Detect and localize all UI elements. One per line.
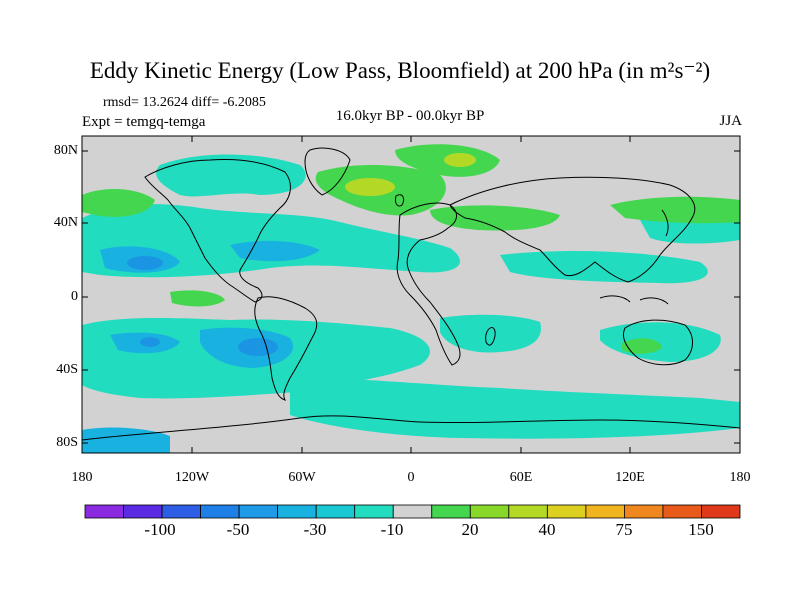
lat-tick-80s: 80S [56, 435, 78, 450]
lon-tick-60w: 60W [288, 470, 316, 485]
colorbar-label-150: 150 [688, 520, 714, 539]
stats-label: rmsd= 13.2624 diff= -6.2085 [103, 95, 266, 110]
map-plot-area [82, 136, 740, 453]
colorbar-swatch [546, 504, 587, 519]
colorbar-label-minus50: -50 [226, 520, 250, 539]
core-negative-fields [127, 256, 278, 356]
coastlines [82, 147, 740, 441]
colorbar-swatch [161, 504, 201, 519]
colorbar-swatch [354, 504, 394, 519]
colorbar-label-minus100: -100 [144, 520, 176, 539]
lon-tick-0: 0 [407, 470, 415, 485]
colorbar-swatch [84, 504, 124, 519]
experiment-label: Expt = temgq-temga [82, 114, 206, 130]
colorbar-swatch [701, 504, 741, 519]
colorbar-swatch [392, 504, 433, 519]
lon-tick-60e: 60E [509, 470, 533, 485]
colorbar-swatch [238, 504, 279, 519]
lat-tick-40n: 40N [53, 215, 78, 230]
colorbar-label-75: 75 [615, 520, 633, 539]
axis-ticks [82, 136, 740, 453]
colorbar-label-20: 20 [461, 520, 479, 539]
colorbar [84, 504, 741, 519]
lon-tick-120e: 120E [615, 470, 645, 485]
positive-anomaly-fields [82, 144, 740, 354]
colorbar-swatch [624, 504, 664, 519]
colorbar-swatch [662, 504, 702, 519]
period-label: 16.0kyr BP - 00.0kyr BP [335, 108, 485, 124]
colorbar-swatch [469, 504, 510, 519]
lat-tick-80n: 80N [53, 143, 78, 158]
season-label: JJA [719, 113, 742, 129]
colorbar-swatch [123, 504, 163, 519]
colorbar-swatch [277, 504, 317, 519]
lat-tick-40s: 40S [56, 362, 78, 377]
colorbar-swatch [585, 504, 625, 519]
colorbar-swatch [315, 504, 356, 519]
colorbar-label-minus10: -10 [380, 520, 404, 539]
colorbar-label-minus30: -30 [303, 520, 327, 539]
colorbar-swatch [508, 504, 548, 519]
lon-tick-180w: 180 [71, 470, 93, 485]
lat-tick-0: 0 [71, 289, 78, 304]
map-title: Eddy Kinetic Energy (Low Pass, Bloomfiel… [89, 58, 711, 83]
colorbar-swatch [200, 504, 240, 519]
colorbar-label-40: 40 [538, 520, 556, 539]
colorbar-swatch [431, 504, 471, 519]
lon-tick-180e: 180 [729, 470, 751, 485]
lon-tick-120w: 120W [174, 470, 210, 485]
strong-positive-fields [345, 153, 476, 196]
